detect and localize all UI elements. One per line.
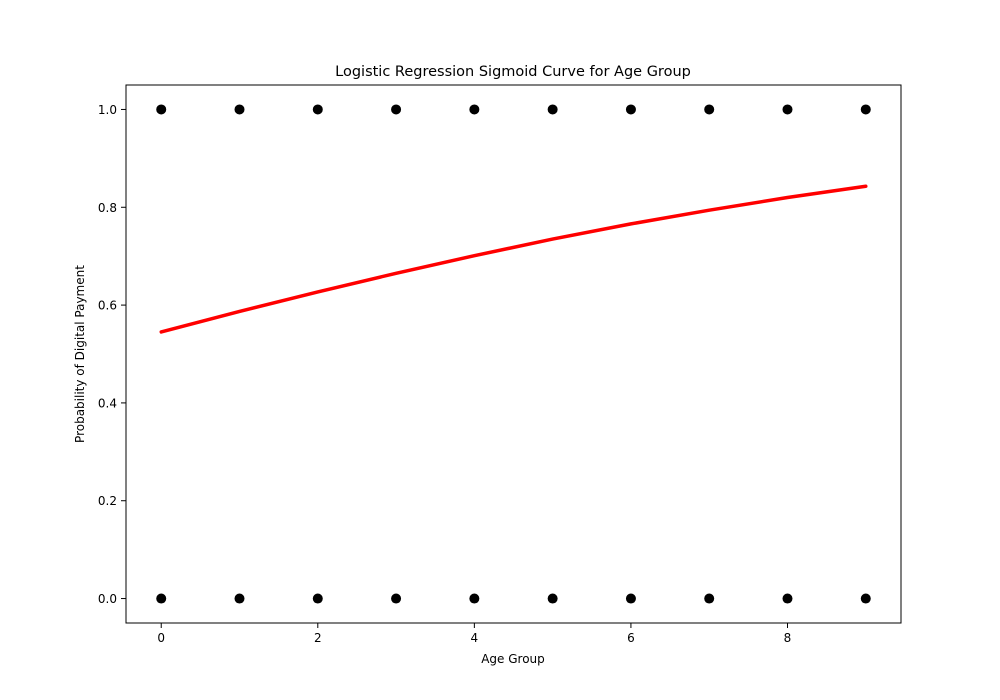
data-point: [312, 593, 323, 604]
plot-area: [156, 104, 871, 604]
plot-frame: [125, 84, 902, 624]
data-point: [782, 104, 793, 115]
x-tick-label: 4: [471, 631, 479, 645]
data-point: [391, 593, 402, 604]
y-tick-label: 0.4: [98, 396, 117, 410]
x-tick-label: 8: [784, 631, 792, 645]
data-point: [860, 593, 871, 604]
x-tick-label: 0: [157, 631, 165, 645]
data-point: [156, 593, 167, 604]
data-point: [704, 104, 715, 115]
chart-title: Logistic Regression Sigmoid Curve for Ag…: [335, 64, 691, 80]
data-point: [625, 104, 636, 115]
data-point: [469, 104, 480, 115]
data-point: [625, 593, 636, 604]
data-point: [391, 104, 402, 115]
data-point: [547, 593, 558, 604]
y-axis: 0.0 0.2 0.4 0.6 0.8 1.0: [98, 103, 126, 606]
x-axis-label: Age Group: [481, 652, 545, 666]
data-point: [156, 104, 167, 115]
y-axis-label: Probability of Digital Payment: [73, 265, 87, 443]
data-point: [312, 104, 323, 115]
x-tick-label: 2: [314, 631, 322, 645]
y-tick-label: 0.6: [98, 299, 117, 313]
x-tick-label: 6: [627, 631, 635, 645]
y-tick-label: 0.8: [98, 201, 117, 215]
data-point: [860, 104, 871, 115]
data-point: [234, 104, 245, 115]
data-point: [782, 593, 793, 604]
y-tick-label: 0.0: [98, 592, 117, 606]
data-point: [234, 593, 245, 604]
sigmoid-curve: [159, 184, 868, 334]
y-tick-label: 0.2: [98, 494, 117, 508]
data-point: [469, 593, 480, 604]
data-point: [547, 104, 558, 115]
y-tick-label: 1.0: [98, 103, 117, 117]
data-point: [704, 593, 715, 604]
x-axis: 0 2 4 6 8: [157, 623, 791, 645]
